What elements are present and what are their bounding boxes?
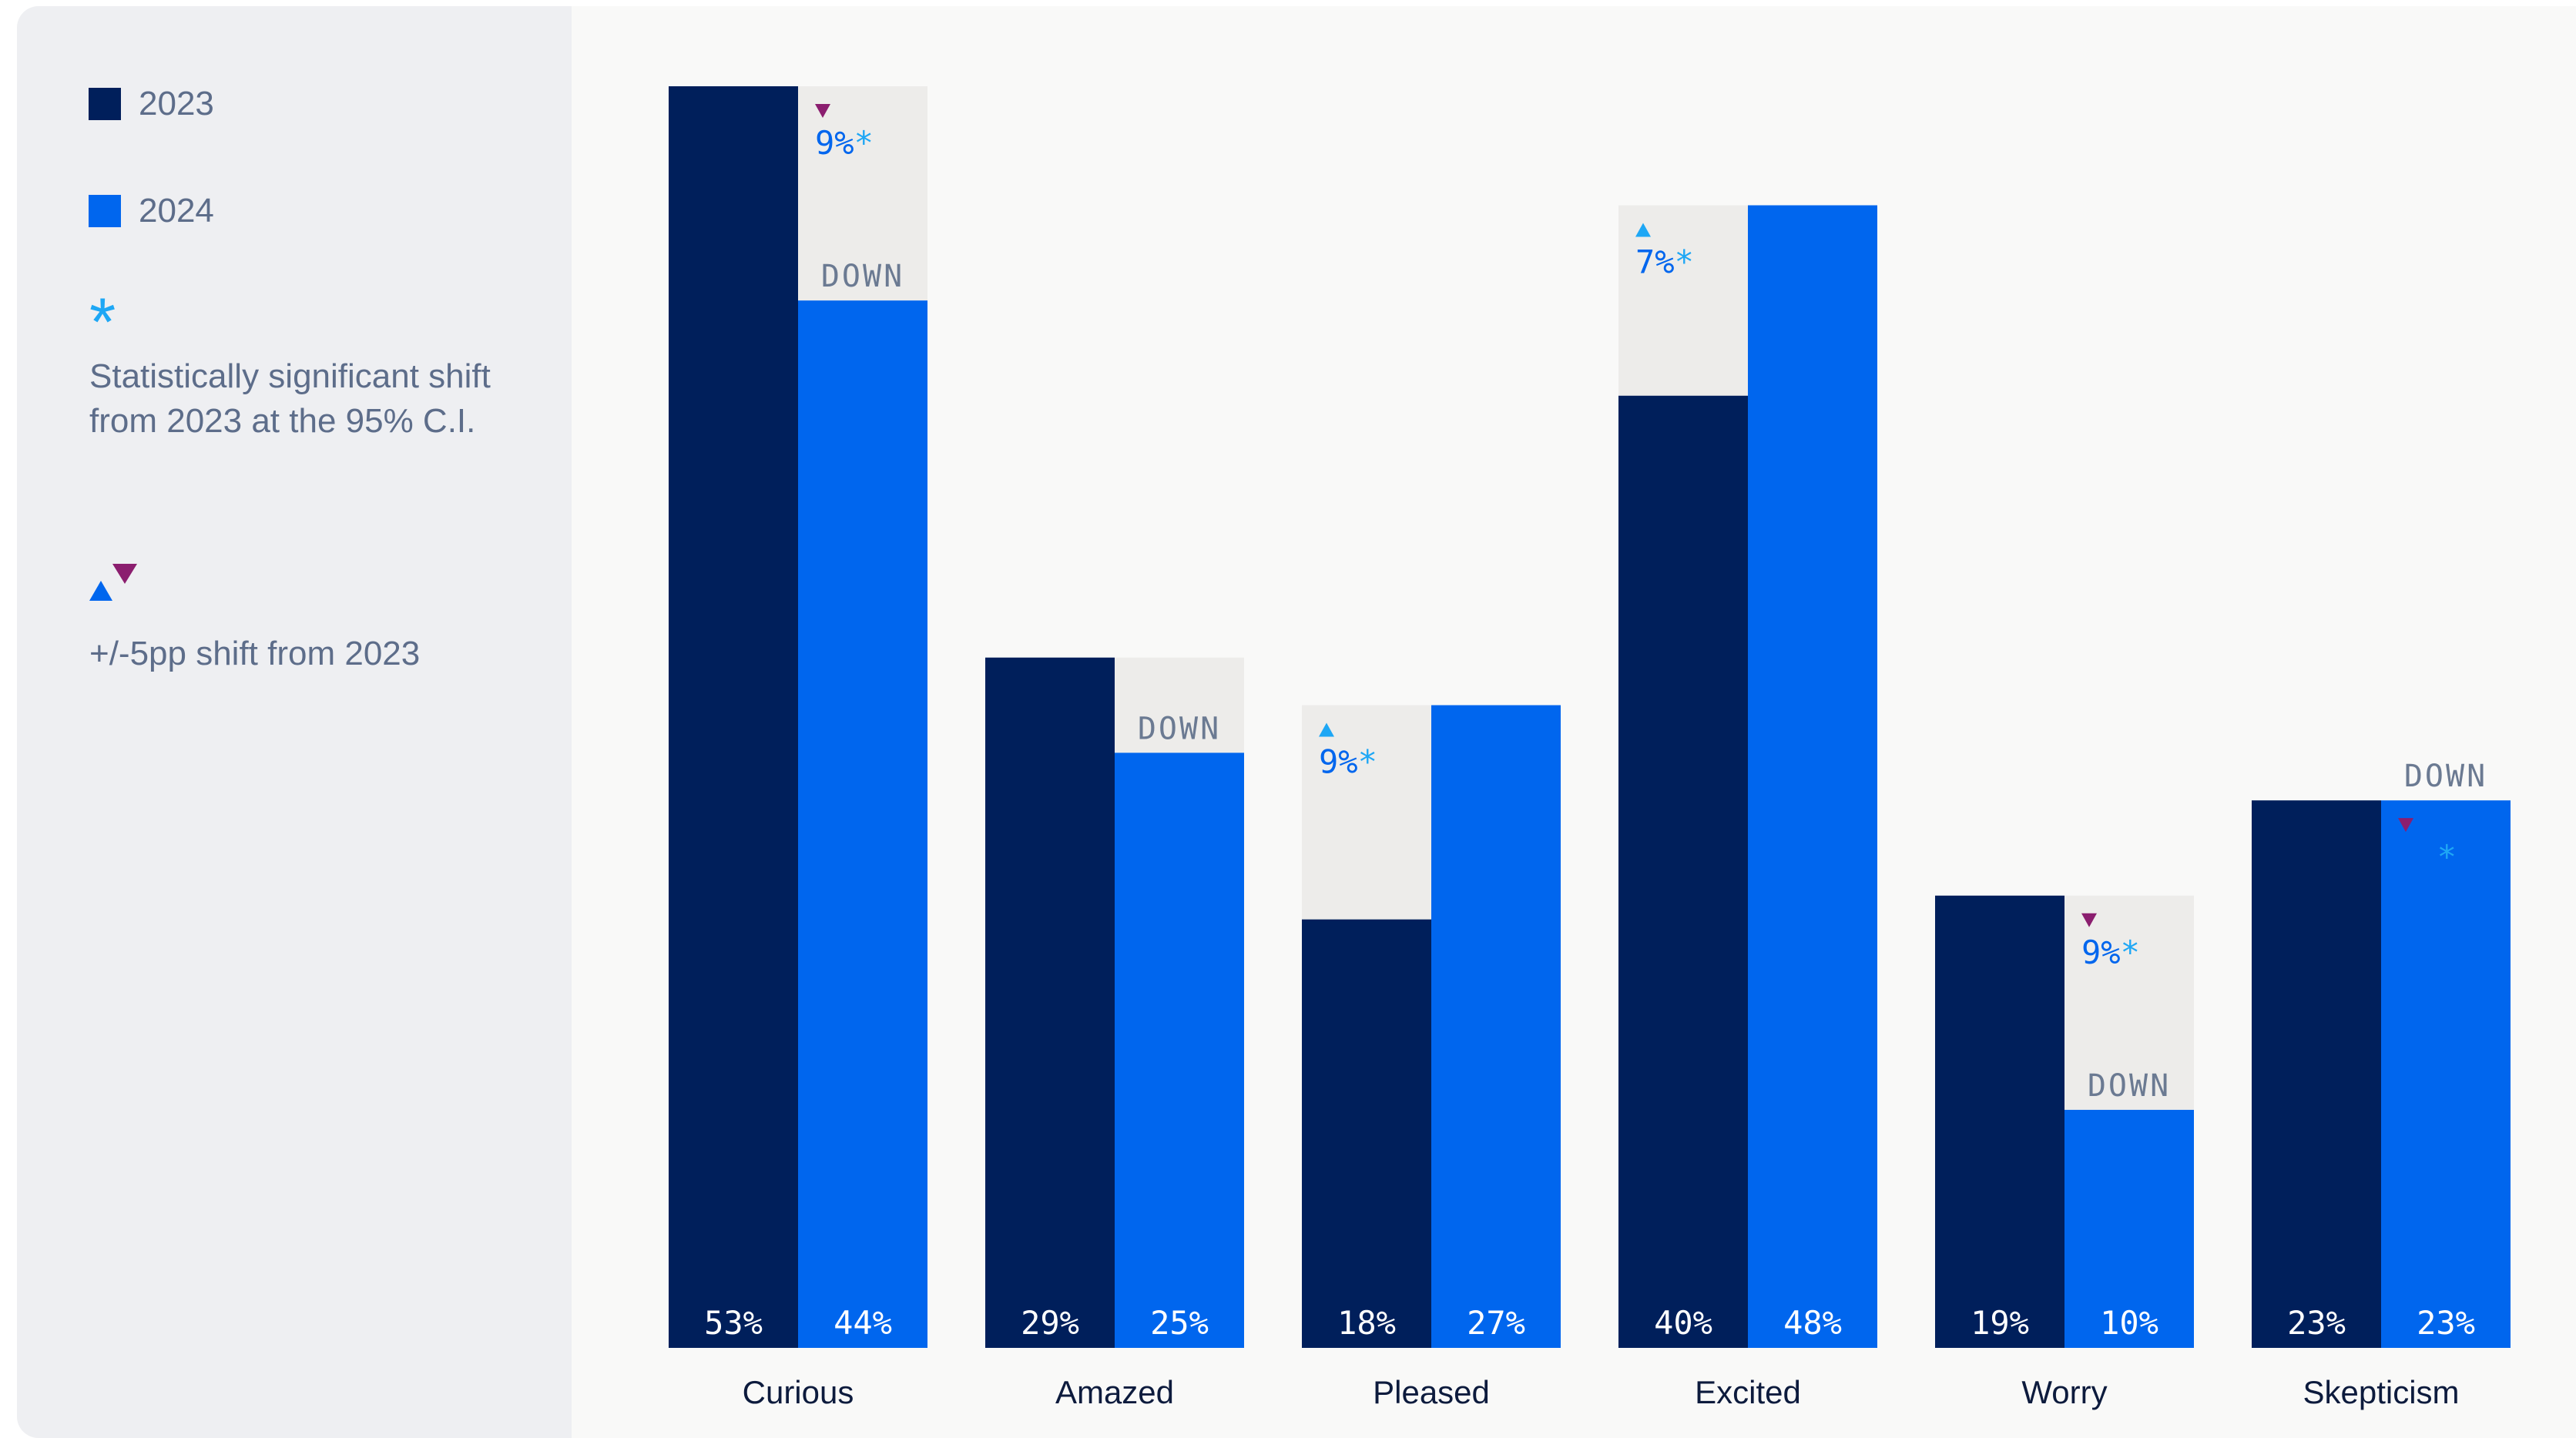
shift-ghost-excited [1618,205,1748,396]
value-label-2024-amazed: 25% [1150,1304,1209,1342]
category-label-amazed: Amazed [1055,1374,1174,1410]
shift-ghost-worry [2064,895,2194,1110]
bar-2023-amazed [985,657,1115,1348]
shift-down-triangle-icon [815,104,830,118]
chart-frame: 2023 2024 * Statistically significant sh… [17,6,2576,1438]
category-label-skepticism: Skepticism [2303,1374,2459,1410]
down-label-amazed: DOWN [1138,711,1221,746]
legend-label-2024: 2024 [139,192,214,230]
shift-down-triangle-icon [2398,818,2413,833]
bar-2024-pleased [1431,705,1561,1348]
bar-2023-pleased [1302,919,1431,1348]
bar-2023-worry [1935,895,2064,1348]
shift-ghost-amazed [1115,657,1244,753]
shift-text-skepticism: 7%* [2398,838,2457,876]
category-label-excited: Excited [1695,1374,1801,1410]
significance-star-icon: * [1358,743,1377,781]
category-label-worry: Worry [2021,1374,2107,1410]
legend-panel: 2023 2024 * Statistically significant sh… [17,6,572,1438]
value-label-2023-excited: 40% [1654,1304,1712,1342]
legend-swatch-2024 [89,195,121,227]
value-label-2024-worry: 10% [2100,1304,2158,1342]
down-label-skepticism: DOWN [2404,759,2487,794]
shift-note: +/-5pp shift from 2023 [89,635,421,672]
bar-2024-worry [2064,1109,2194,1348]
shift-up-triangle-icon [1635,223,1651,237]
shift-text-curious: 9%* [815,124,874,162]
value-label-2023-skepticism: 23% [2287,1304,2346,1342]
shift-down-triangle-icon [2081,913,2097,927]
shift-text-worry: 9%* [2081,934,2140,971]
value-label-2023-curious: 53% [704,1304,763,1342]
value-label-2024-skepticism: 23% [2417,1304,2475,1342]
significance-asterisk-icon: * [89,283,116,360]
shift-ghost-curious [798,86,927,301]
value-label-2024-excited: 48% [1783,1304,1842,1342]
significance-star-icon: * [1675,243,1694,281]
legend-label-2023: 2023 [139,85,214,122]
legend-swatch-2023 [89,88,121,120]
bar-2024-curious [798,300,927,1349]
shift-ghost-pleased [1302,705,1431,920]
significance-star-icon: * [2437,838,2457,876]
down-label-worry: DOWN [2088,1068,2171,1104]
shift-triangles-icon [89,564,137,601]
category-label-pleased: Pleased [1373,1374,1490,1410]
significance-star-icon: * [2121,934,2140,971]
category-label-curious: Curious [743,1374,854,1410]
value-label-2023-pleased: 18% [1337,1304,1396,1342]
significance-note: Statistically significant shift from 202… [89,357,491,440]
bar-2023-skepticism [2252,800,2381,1348]
bar-2024-amazed [1115,753,1244,1348]
bar-2024-excited [1748,205,1877,1348]
bar-2023-curious [669,86,798,1348]
value-label-2023-amazed: 29% [1021,1304,1079,1342]
significance-star-icon: * [854,124,874,162]
down-label-curious: DOWN [821,259,904,294]
value-label-2023-worry: 19% [1971,1304,2029,1342]
shift-text-pleased: 9%* [1319,743,1377,781]
value-label-2024-curious: 44% [834,1304,892,1342]
shift-up-triangle-icon [1319,722,1334,737]
value-label-2024-pleased: 27% [1467,1304,1525,1342]
bar-2023-excited [1618,395,1748,1348]
bar-2024-skepticism [2381,800,2511,1348]
shift-text-excited: 7%* [1635,243,1694,281]
